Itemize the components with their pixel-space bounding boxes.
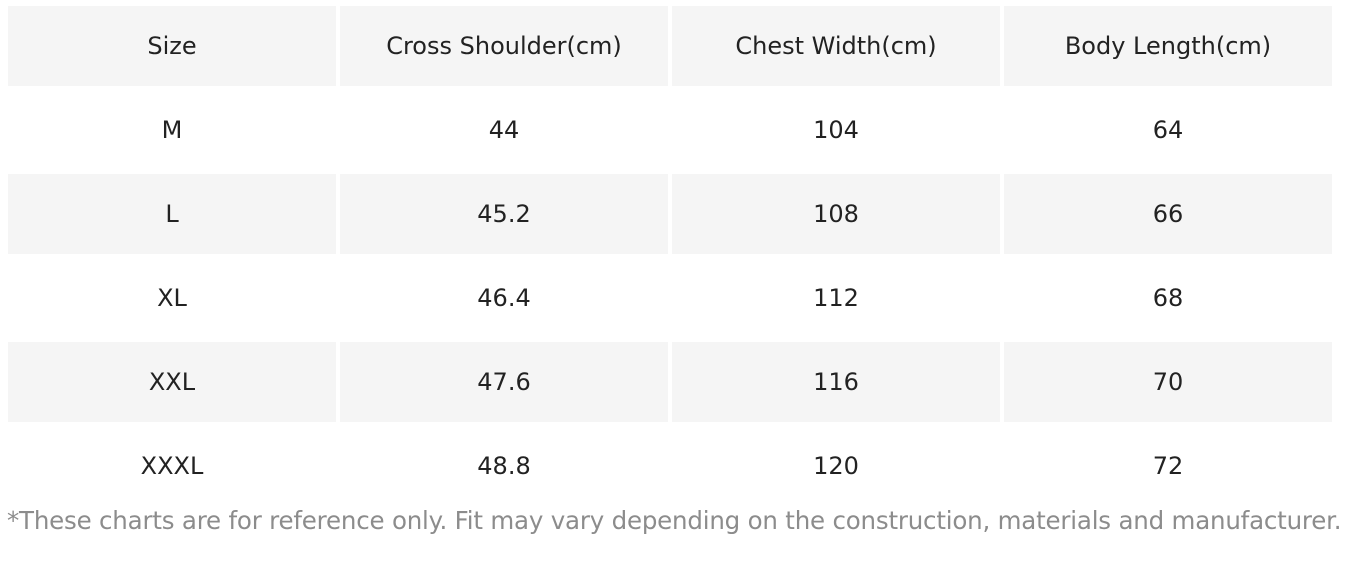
column-header-chest-width: Chest Width(cm) <box>672 6 1000 86</box>
column-header-cross-shoulder: Cross Shoulder(cm) <box>340 6 668 86</box>
size-cell: XXXL <box>140 452 204 480</box>
chest-width-cell: 108 <box>672 174 1000 254</box>
chest-width-cell: 104 <box>813 116 859 144</box>
size-cell: M <box>161 116 183 144</box>
size-cell: XL <box>157 284 187 312</box>
cross-shoulder-cell: 47.6 <box>340 342 668 422</box>
size-cell: L <box>8 174 336 254</box>
column-header-body-length: Body Length(cm) <box>1004 6 1332 86</box>
body-length-cell: 70 <box>1004 342 1332 422</box>
cross-shoulder-cell: 46.4 <box>477 284 531 312</box>
chest-width-cell: 116 <box>672 342 1000 422</box>
cross-shoulder-cell: 44 <box>488 116 520 144</box>
chest-width-cell: 112 <box>813 284 859 312</box>
size-cell: XXL <box>8 342 336 422</box>
table-row: XXL 47.6 116 70 <box>8 342 1332 422</box>
table-row: XXXL 48.8 120 72 <box>8 426 1332 506</box>
size-chart-table: Size Cross Shoulder(cm) Chest Width(cm) … <box>4 2 1336 510</box>
chest-width-cell: 120 <box>813 452 859 480</box>
table-row: XL 46.4 112 68 <box>8 258 1332 338</box>
reference-footnote: *These charts are for reference only. Fi… <box>7 506 1342 535</box>
body-length-cell: 64 <box>1152 116 1184 144</box>
cross-shoulder-cell: 45.2 <box>340 174 668 254</box>
table-header-row: Size Cross Shoulder(cm) Chest Width(cm) … <box>8 6 1332 86</box>
body-length-cell: 72 <box>1152 452 1184 480</box>
body-length-cell: 66 <box>1004 174 1332 254</box>
table-row: M 44 104 64 <box>8 90 1332 170</box>
table-row: L 45.2 108 66 <box>8 174 1332 254</box>
cross-shoulder-cell: 48.8 <box>477 452 531 480</box>
body-length-cell: 68 <box>1152 284 1184 312</box>
column-header-size: Size <box>8 6 336 86</box>
